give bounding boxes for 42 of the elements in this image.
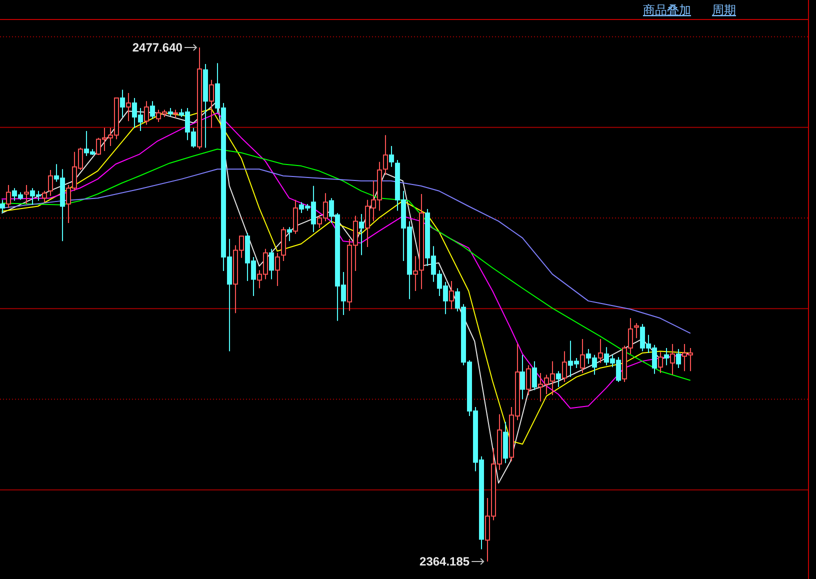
candlestick [144, 100, 149, 126]
candlestick [503, 421, 508, 464]
candlestick [676, 348, 681, 368]
candlestick [580, 338, 585, 374]
candlestick [413, 256, 418, 292]
annotation: 2364.185 [420, 554, 470, 568]
candlestick [562, 350, 567, 383]
candlestick [359, 213, 364, 256]
text: 商品叠加 [643, 3, 691, 17]
candlestick [203, 63, 208, 148]
candlestick [168, 107, 173, 117]
candlestick [419, 194, 424, 290]
candlestick [0, 199, 5, 214]
candlestick [556, 370, 561, 388]
candlestick [197, 47, 202, 150]
annotation: 2477.640 [132, 40, 183, 54]
candlestick [634, 322, 639, 339]
candlestick [6, 184, 11, 209]
candlestick [293, 199, 298, 234]
candlestick [658, 352, 663, 374]
candlestick [389, 145, 394, 168]
candlestick [664, 348, 669, 366]
candlestick [520, 354, 525, 400]
candlestick [126, 92, 131, 122]
candlestick [449, 280, 454, 310]
candlestick [383, 134, 388, 176]
candlestick [48, 170, 53, 196]
candlestick [532, 360, 537, 391]
candlestick [526, 364, 531, 396]
candlestick [209, 79, 214, 128]
candlestick [670, 343, 675, 376]
text: 周期 [712, 3, 736, 17]
candlestick [281, 226, 286, 262]
candlestick [173, 109, 178, 118]
candlestick [120, 89, 125, 118]
candlestick [150, 100, 155, 120]
candlestick [42, 190, 47, 203]
candlestick [598, 338, 603, 364]
candlestick [269, 248, 274, 280]
candlestick [287, 226, 292, 242]
candlestick [24, 184, 29, 204]
candlestick [275, 252, 280, 286]
